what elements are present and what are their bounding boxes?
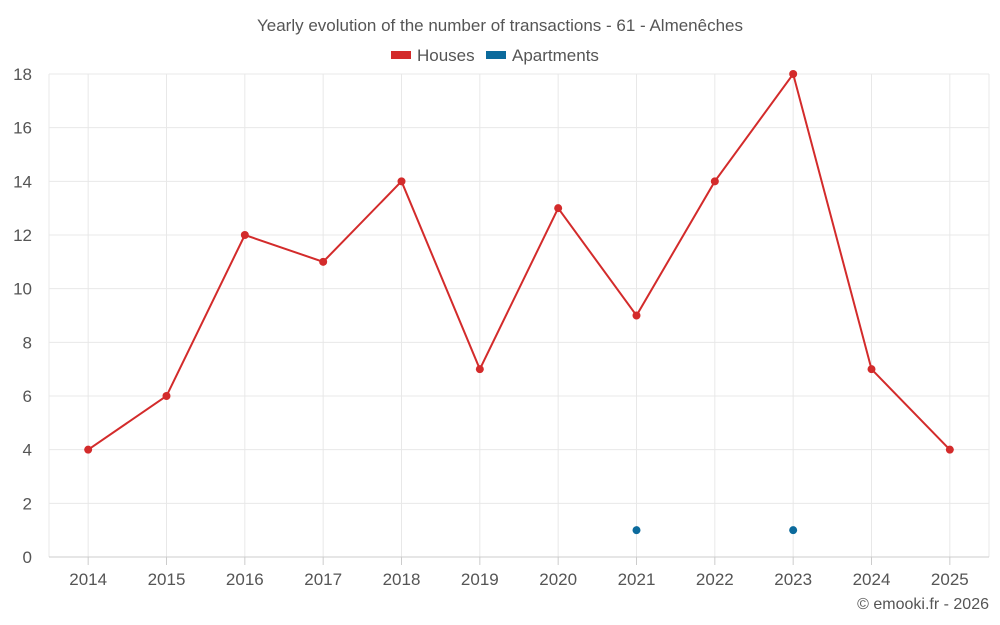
legend-swatch-apartments xyxy=(486,51,506,59)
chart-title: Yearly evolution of the number of transa… xyxy=(257,16,743,35)
x-tick-label: 2022 xyxy=(696,570,734,589)
legend-label-apartments: Apartments xyxy=(512,46,599,65)
data-point-houses[interactable] xyxy=(84,445,93,454)
x-tick-label: 2017 xyxy=(304,570,342,589)
legend-swatch-houses xyxy=(391,51,411,59)
data-point-houses[interactable] xyxy=(867,365,876,374)
y-tick-label: 18 xyxy=(13,65,32,84)
y-tick-label: 2 xyxy=(23,494,32,513)
data-point-houses[interactable] xyxy=(554,204,563,213)
data-point-houses[interactable] xyxy=(240,231,249,239)
x-tick-label: 2014 xyxy=(69,570,107,589)
y-tick-label: 0 xyxy=(23,548,32,567)
data-point-houses[interactable] xyxy=(945,445,954,454)
x-tick-label: 2020 xyxy=(539,570,577,589)
x-tick-label: 2018 xyxy=(383,570,421,589)
data-point-houses[interactable] xyxy=(632,311,641,320)
grid xyxy=(48,73,990,557)
data-point-houses[interactable] xyxy=(397,177,406,186)
series-line-houses xyxy=(87,71,951,451)
x-tick-label: 2019 xyxy=(461,570,499,589)
legend: Houses Apartments xyxy=(391,46,599,65)
data-point-houses[interactable] xyxy=(475,365,484,374)
y-tick-label: 14 xyxy=(13,172,32,191)
y-tick-label: 6 xyxy=(23,387,32,406)
series xyxy=(84,70,954,535)
data-point-houses[interactable] xyxy=(319,257,328,266)
y-tick-label: 8 xyxy=(23,333,32,352)
x-tick-label: 2024 xyxy=(853,570,891,589)
credit-text: © emooki.fr - 2026 xyxy=(857,596,989,613)
y-tick-label: 10 xyxy=(13,280,32,299)
data-point-apartments[interactable] xyxy=(789,526,798,535)
axes: 0 2 4 6 8 10 12 14 16 18 2014 2015 2016 2017 2018 2019 2… xyxy=(13,65,989,589)
legend-item-houses[interactable]: Houses xyxy=(391,46,475,65)
y-tick-label: 12 xyxy=(13,226,32,245)
data-point-houses[interactable] xyxy=(789,70,798,78)
legend-label-houses: Houses xyxy=(417,46,475,65)
legend-item-apartments[interactable]: Apartments xyxy=(486,46,599,65)
x-tick-label: 2015 xyxy=(148,570,186,589)
data-point-houses[interactable] xyxy=(162,392,171,400)
y-tick-label: 4 xyxy=(23,441,32,460)
data-point-houses[interactable] xyxy=(710,177,719,186)
x-tick-label: 2016 xyxy=(226,570,264,589)
x-tick-label: 2021 xyxy=(618,570,656,589)
y-tick-label: 16 xyxy=(13,119,32,138)
x-tick-label: 2023 xyxy=(774,570,812,589)
data-point-apartments[interactable] xyxy=(632,526,641,535)
x-tick-label: 2025 xyxy=(931,570,969,589)
